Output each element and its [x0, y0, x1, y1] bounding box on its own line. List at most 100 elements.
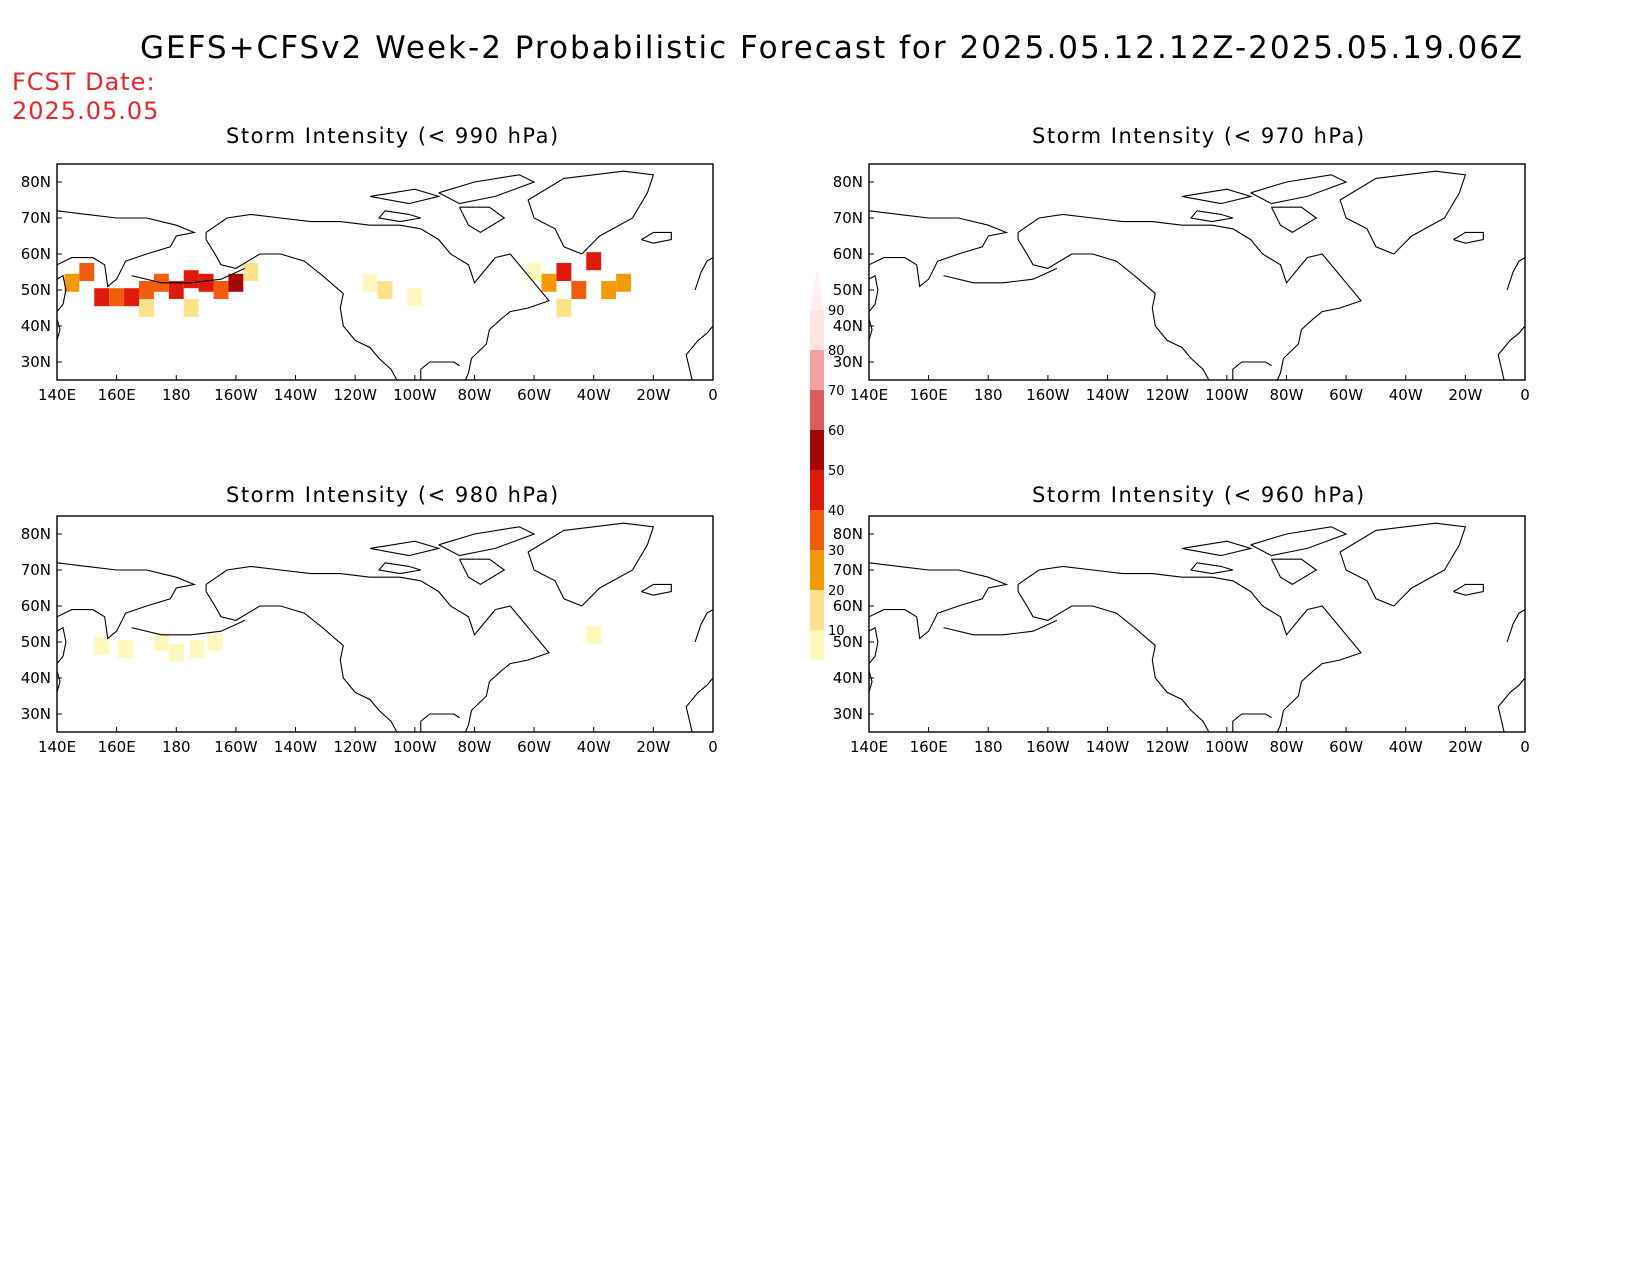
probability-cell [586, 252, 602, 271]
coastline [1017, 584, 1210, 732]
legend-label: 60 [828, 424, 845, 439]
coastline [1250, 526, 1348, 557]
lon-tick-label: 140E [850, 738, 888, 756]
probability-cell [377, 281, 393, 299]
lon-tick-label: 160W [214, 386, 258, 404]
probability-cell [118, 640, 134, 659]
coastline [869, 562, 1009, 640]
map-frame [868, 163, 1526, 381]
map-panel-990: 140E 160E 180 160W 140W 120W 100W 80W 60W 40W 20W 0… [0, 160, 730, 410]
coastline [205, 584, 398, 732]
lon-tick-label: 60W [1329, 738, 1363, 756]
lat-tick-label: 80N [833, 525, 863, 543]
lon-tick-label: 60W [517, 738, 551, 756]
lon-tick-label: 160W [1026, 738, 1070, 756]
coastline [57, 274, 67, 312]
probability-cell [109, 288, 125, 307]
lat-tick-label: 60N [833, 245, 863, 263]
lon-tick-label: 20W [1448, 386, 1482, 404]
coastline [459, 206, 506, 234]
coastline [1181, 188, 1253, 205]
map-frame [56, 515, 714, 733]
coastline [1017, 565, 1362, 732]
coastline [1250, 174, 1348, 205]
color-legend-bar: 90 80 70 60 50 40 30 20 10 [809, 268, 845, 707]
lon-tick-label: 80W [457, 386, 491, 404]
legend-color-box [810, 310, 824, 350]
coastline [1453, 583, 1484, 596]
map-frame [868, 515, 1526, 733]
coastline [131, 619, 246, 636]
lat-tick-label: 80N [833, 173, 863, 191]
legend-label: 80 [828, 344, 845, 359]
panel-title-960: Storm Intensity (< 960 hPa) [1032, 483, 1366, 507]
lon-tick-label: 20W [636, 738, 670, 756]
probability-cell [168, 643, 184, 662]
lon-tick-label: 100W [393, 386, 437, 404]
probability-cell [198, 273, 214, 292]
probability-cell [571, 281, 587, 299]
lat-tick-label: 80N [21, 173, 51, 191]
lon-tick-label: 160W [1026, 386, 1070, 404]
coastline [377, 210, 421, 223]
probability-cell [586, 625, 602, 644]
legend-color-box [810, 550, 824, 590]
probability-cell [616, 273, 631, 292]
coastline [869, 210, 1009, 288]
legend-label: 10 [828, 624, 845, 639]
lon-tick-label: 140W [1086, 738, 1130, 756]
coastline [420, 361, 460, 380]
lon-tick-label: 80W [1269, 738, 1303, 756]
probability-cell [124, 288, 139, 307]
coastline [438, 174, 536, 205]
coastline [57, 626, 67, 664]
coastline [1017, 232, 1210, 380]
probability-cell [153, 633, 169, 651]
coastline [641, 583, 672, 596]
probability-cell [183, 299, 199, 317]
lon-tick-label: 140E [38, 738, 76, 756]
lat-tick-label: 40N [21, 317, 51, 335]
lat-tick-label: 40N [833, 669, 863, 687]
coastline [57, 318, 61, 341]
panel-title-980: Storm Intensity (< 980 hPa) [226, 483, 560, 507]
legend-color-box [810, 510, 824, 550]
lon-tick-label: 180 [974, 386, 1003, 404]
legend-arrow-top [810, 268, 824, 310]
page-title: GEFS+CFSv2 Week-2 Probabilistic Forecast… [140, 30, 1525, 66]
legend-label: 40 [828, 504, 845, 519]
probability-cell [139, 281, 154, 299]
coastline [869, 670, 873, 693]
coastline [1497, 325, 1525, 380]
lon-tick-label: 160E [98, 738, 136, 756]
map-panel-960: 140E 160E 180 160W 140W 120W 100W 80W 60W 40W 20W 0… [812, 512, 1542, 762]
probability-cell [541, 273, 557, 292]
probability-cell [139, 299, 154, 317]
forecast-date-label: FCST Date: [12, 68, 156, 96]
lon-tick-label: 100W [393, 738, 437, 756]
coastline [694, 609, 713, 643]
lat-tick-label: 70N [21, 561, 51, 579]
panel-title-970: Storm Intensity (< 970 hPa) [1032, 124, 1366, 148]
coastline [377, 562, 421, 575]
lon-tick-label: 40W [1389, 386, 1423, 404]
lon-tick-label: 100W [1205, 386, 1249, 404]
lat-tick-label: 80N [21, 525, 51, 543]
coastline [641, 231, 672, 244]
lat-tick-label: 30N [21, 705, 51, 723]
coastline [459, 558, 506, 586]
lon-tick-label: 140W [1086, 386, 1130, 404]
coastline [1232, 361, 1272, 380]
lon-tick-label: 140W [274, 386, 318, 404]
legend-label: 90 [828, 304, 845, 319]
lon-tick-label: 140W [274, 738, 318, 756]
legend-color-box [810, 390, 824, 430]
coastline [1497, 677, 1525, 732]
coastline [420, 713, 460, 732]
lat-tick-label: 50N [21, 281, 51, 299]
probability-cell [183, 270, 199, 289]
coastline [869, 318, 873, 341]
lat-tick-label: 70N [833, 209, 863, 227]
probability-cell [526, 263, 542, 281]
probability-cell [168, 281, 184, 299]
